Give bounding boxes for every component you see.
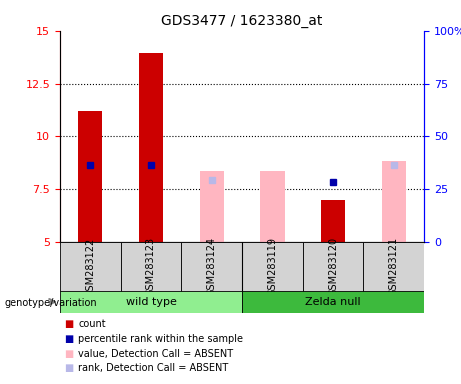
Bar	[382, 161, 406, 242]
Text: Zelda null: Zelda null	[305, 297, 361, 307]
Bar	[139, 53, 163, 242]
Text: percentile rank within the sample: percentile rank within the sample	[78, 334, 243, 344]
Text: ■: ■	[65, 334, 74, 344]
Text: count: count	[78, 319, 106, 329]
Text: GSM283121: GSM283121	[389, 237, 399, 296]
Bar	[321, 200, 345, 242]
Bar	[121, 242, 181, 292]
Title: GDS3477 / 1623380_at: GDS3477 / 1623380_at	[161, 14, 323, 28]
Text: GSM283124: GSM283124	[207, 237, 217, 296]
Text: genotype/variation: genotype/variation	[5, 298, 97, 308]
Text: value, Detection Call = ABSENT: value, Detection Call = ABSENT	[78, 349, 233, 359]
Bar	[200, 171, 224, 242]
Text: GSM283119: GSM283119	[267, 237, 278, 296]
Bar	[60, 291, 242, 313]
Bar	[242, 242, 303, 292]
Bar	[242, 291, 424, 313]
Text: ■: ■	[65, 319, 74, 329]
Text: ■: ■	[65, 363, 74, 373]
Text: GSM283120: GSM283120	[328, 237, 338, 296]
Text: GSM283123: GSM283123	[146, 237, 156, 296]
Text: ■: ■	[65, 349, 74, 359]
Bar	[78, 111, 102, 242]
Bar	[303, 242, 363, 292]
Text: rank, Detection Call = ABSENT: rank, Detection Call = ABSENT	[78, 363, 229, 373]
Bar	[60, 242, 121, 292]
Bar	[260, 171, 284, 242]
Text: wild type: wild type	[125, 297, 177, 307]
Bar	[181, 242, 242, 292]
Bar	[363, 242, 424, 292]
Text: GSM283122: GSM283122	[85, 237, 95, 296]
